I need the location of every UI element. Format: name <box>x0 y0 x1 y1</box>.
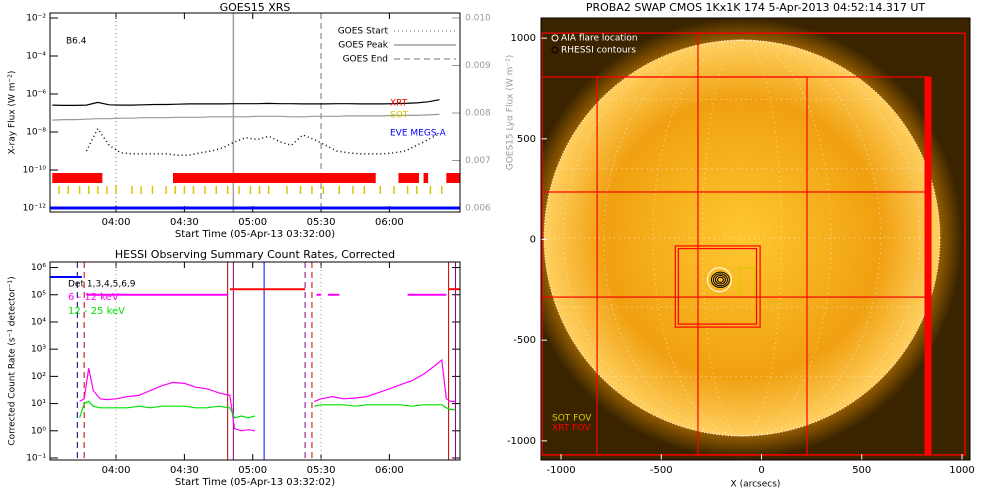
fov-box <box>677 247 758 325</box>
y-tick-label: 1000 <box>511 33 536 44</box>
y-tick-label: 10⁻⁴ <box>26 52 46 62</box>
y-tick-label: 10⁰ <box>31 426 46 436</box>
y-axis-label: Corrected Count Rate (s⁻¹ detector⁻¹) <box>8 276 18 445</box>
coverage-label: SOT <box>390 111 409 121</box>
coverage-bar <box>446 173 460 183</box>
y-tick-label: 10² <box>31 372 46 382</box>
series-line <box>85 127 440 156</box>
y-tick-label: 10⁶ <box>31 263 46 273</box>
x-tick-label: 1000 <box>949 465 974 476</box>
x-tick-label: 05:30 <box>307 217 336 228</box>
legend-label: GOES Peak <box>338 41 388 51</box>
x-axis-label: Start Time (05-Apr-13 03:32:02) <box>175 477 335 488</box>
x-tick-label: 04:00 <box>102 465 131 476</box>
solar-image <box>541 18 970 460</box>
y-tick-label: 10⁴ <box>31 317 46 327</box>
y2-tick-label: 0.010 <box>465 14 491 24</box>
series-line <box>52 113 440 121</box>
coverage-bar <box>423 173 429 183</box>
x-axis-label: Start Time (05-Apr-13 03:32:00) <box>175 229 335 240</box>
fov-label: XRT FOV <box>552 424 591 434</box>
rhessi-contour <box>712 273 728 287</box>
rhessi-contour <box>714 275 726 285</box>
legend-label: RHESSI contours <box>561 46 636 56</box>
legend-label: AIA flare location <box>561 34 638 44</box>
legend-label: 12 - 25 keV <box>68 306 125 317</box>
x-tick-label: 500 <box>852 465 871 476</box>
coverage-label: XRT <box>390 99 408 109</box>
series-line <box>79 358 456 432</box>
x-tick-label: 05:30 <box>307 465 336 476</box>
y-tick-label: 10⁻⁸ <box>26 128 46 138</box>
legend-label: GOES End <box>343 55 388 65</box>
heliographic-grid <box>701 39 783 437</box>
y-tick-label: 10⁵ <box>31 290 46 300</box>
y2-tick-label: 0.007 <box>465 156 491 166</box>
solar-limb <box>543 39 941 437</box>
coverage-bar <box>52 173 103 183</box>
coverage-bar <box>398 173 419 183</box>
heliographic-grid <box>602 39 882 437</box>
x-tick-label: 06:00 <box>375 465 404 476</box>
chart-title: GOES15 XRS <box>220 1 291 14</box>
x-tick-label: 0 <box>758 465 764 476</box>
y-tick-label: 10³ <box>31 345 46 355</box>
heliographic-grid <box>652 39 832 437</box>
x-tick-label: 04:00 <box>102 217 131 228</box>
y2-tick-label: 0.008 <box>465 109 491 119</box>
y-tick-label: 10¹ <box>31 399 46 409</box>
plot-frame <box>540 17 971 461</box>
legend-label: GOES Start <box>338 27 389 37</box>
y-axis-label: X-ray Flux (W m⁻²) <box>8 71 18 155</box>
chart-title: PROBA2 SWAP CMOS 1Kx1K 174 5-Apr-2013 04… <box>586 1 926 14</box>
y2-tick-label: 0.006 <box>465 204 491 214</box>
annotation: B6.4 <box>66 37 87 47</box>
coverage-label: EVE MEGS-A <box>390 129 447 139</box>
x-tick-label: 05:00 <box>238 217 267 228</box>
heliographic-grid <box>563 39 921 437</box>
y-tick-label: 10⁻⁶ <box>26 90 46 100</box>
solar-disk <box>544 40 940 436</box>
annotation: Det 1,3,4,5,6,9 <box>68 280 136 290</box>
fov-box <box>697 32 966 456</box>
x-tick-label: 04:30 <box>170 217 199 228</box>
x-tick-label: -500 <box>650 465 673 476</box>
y-tick-label: 10⁻¹⁰ <box>23 166 47 176</box>
legend-label: 6 - 12 keV <box>68 292 119 303</box>
y-tick-label: 10⁻¹² <box>23 204 47 214</box>
legend-symbol <box>551 34 559 42</box>
plot-frame <box>49 12 461 213</box>
series-line <box>79 400 456 419</box>
x-tick-label: 06:00 <box>375 217 404 228</box>
y-tick-label: 0 <box>530 235 536 246</box>
y-tick-label: 500 <box>517 134 536 145</box>
x-tick-label: -1000 <box>547 465 576 476</box>
fov-label: SOT FOV <box>552 414 592 424</box>
coverage-bar <box>173 173 376 183</box>
flare-location <box>706 267 732 293</box>
x-tick-label: 04:30 <box>170 465 199 476</box>
y2-axis-label: GOES15 Lyα Flux (W m⁻²) <box>506 55 516 171</box>
fov-box <box>674 245 761 328</box>
panel: GOES15 XRS Start Time (05-Apr-13 03:32:00… <box>8 1 516 240</box>
legend-symbol <box>551 46 559 54</box>
plot-frame <box>49 261 461 461</box>
y2-tick-label: 0.009 <box>465 61 491 71</box>
rhessi-contour <box>710 271 730 288</box>
y-tick-label: 10⁻² <box>26 14 46 24</box>
panel: PROBA2 SWAP CMOS 1Kx1K 174 5-Apr-2013 04… <box>507 1 975 490</box>
y-tick-label: -500 <box>513 335 536 346</box>
x-axis-label: X (arcsecs) <box>731 480 781 490</box>
y-tick-label: -1000 <box>507 436 536 447</box>
fov-box-filled <box>924 77 932 455</box>
chart-title: HESSI Observing Summary Count Rates, Cor… <box>115 248 395 261</box>
panel: HESSI Observing Summary Count Rates, Cor… <box>8 248 461 488</box>
series-line <box>52 99 440 106</box>
x-tick-label: 05:00 <box>238 465 267 476</box>
y-tick-label: 10⁻¹ <box>26 454 46 464</box>
rhessi-contour <box>716 276 724 283</box>
